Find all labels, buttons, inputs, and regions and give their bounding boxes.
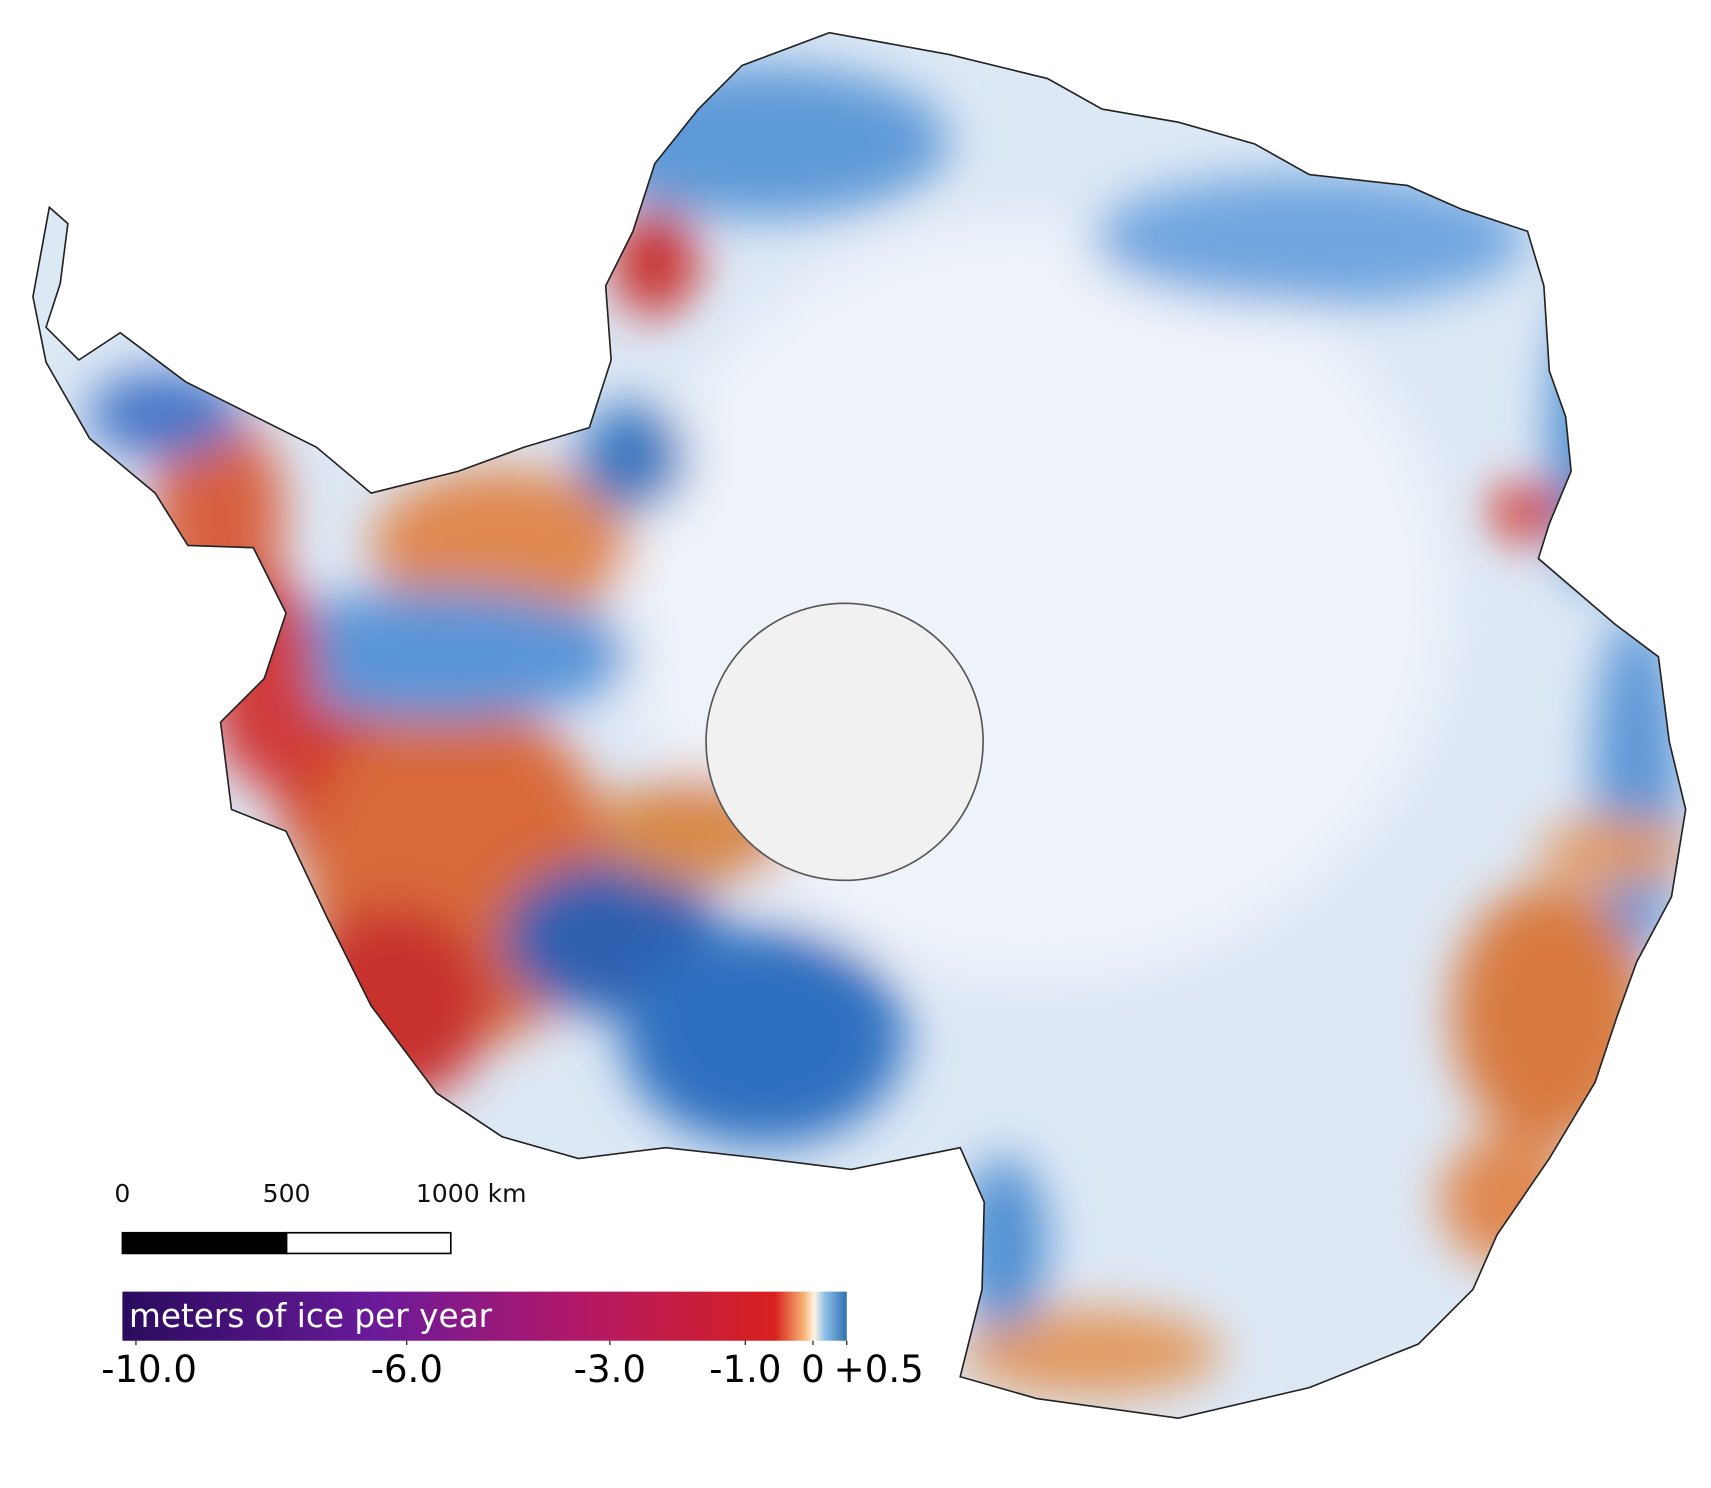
colorbar-tick-label: -3.0 [574,1348,646,1391]
colorbar-tick-label: +0.5 [834,1348,924,1391]
colorbar-tick-label: 0 [801,1348,825,1391]
scale-label: 1000 km [416,1179,527,1208]
colorbar-tick-label: -1.0 [709,1348,781,1391]
scale-segment [285,1231,452,1255]
colorbar-tick-label: -6.0 [371,1348,443,1391]
coastline [32,31,1687,1420]
scale-label: 500 [263,1179,311,1208]
scale-segment [121,1231,288,1255]
colorbar-tick-label: -10.0 [101,1348,197,1391]
colorbar-label: meters of ice per year [129,1297,493,1335]
colorbar [122,1291,847,1341]
scale-label: 0 [114,1179,130,1208]
